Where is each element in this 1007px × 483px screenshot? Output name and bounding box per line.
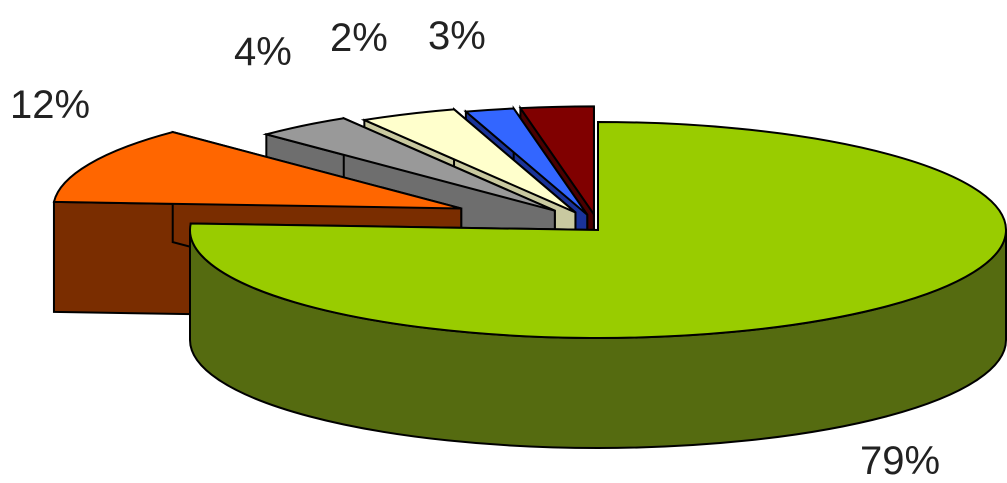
slice-12-top <box>52 131 462 210</box>
slice-2-top <box>463 107 589 216</box>
slice-label-79: 79% <box>860 439 941 483</box>
slice-3-top <box>518 105 595 218</box>
slice-79-top <box>189 120 1007 339</box>
slice-label-3: 3% <box>428 14 486 58</box>
slice-4-gray-top <box>262 117 556 212</box>
slice-label-12: 12% <box>10 83 91 127</box>
slice-4-cream-top <box>360 108 577 214</box>
slice-label-2: 2% <box>330 16 388 60</box>
slice-label-4: 4% <box>234 30 292 74</box>
